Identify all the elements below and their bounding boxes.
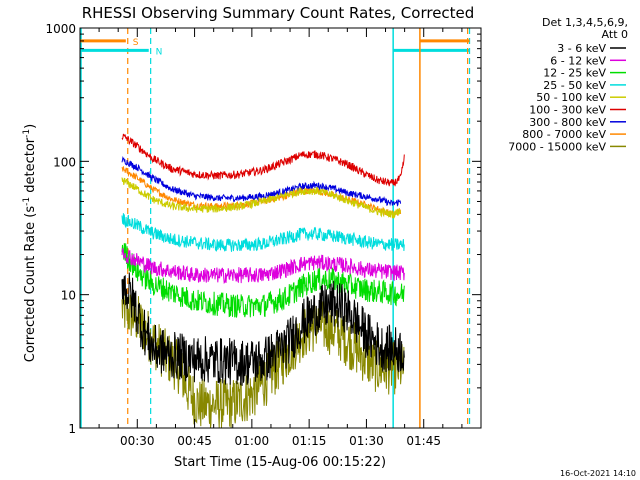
legend-entry-label: 100 - 300 keV bbox=[529, 104, 606, 117]
x-tick-label: 01:15 bbox=[292, 434, 327, 448]
footer-timestamp: 16-Oct-2021 14:10 bbox=[560, 469, 636, 478]
x-tick-label: 01:30 bbox=[349, 434, 384, 448]
series-line bbox=[121, 133, 405, 187]
series-line bbox=[121, 272, 405, 386]
plot-area: SN bbox=[80, 28, 471, 428]
series-line bbox=[121, 243, 405, 318]
legend-header: Det 1,3,4,5,6,9, bbox=[542, 16, 628, 29]
x-tick-label: 01:45 bbox=[406, 434, 441, 448]
legend-entry-label: 7000 - 15000 keV bbox=[508, 140, 606, 153]
x-tick-label: 01:00 bbox=[235, 434, 270, 448]
y-tick-label: 1000 bbox=[45, 22, 76, 36]
marker-label: S bbox=[133, 38, 139, 48]
y-tick-label: 1 bbox=[68, 422, 76, 436]
y-axis-label: Corrected Count Rate (s-1 detector-1) bbox=[22, 124, 38, 362]
x-tick-label: 00:45 bbox=[177, 434, 212, 448]
legend-entry-label: 800 - 7000 keV bbox=[522, 128, 606, 141]
legend-entry-label: 300 - 800 keV bbox=[529, 116, 606, 129]
chart-title: RHESSI Observing Summary Count Rates, Co… bbox=[82, 4, 475, 22]
y-tick-label: 100 bbox=[53, 155, 76, 169]
marker-label: N bbox=[156, 47, 163, 57]
legend-header: Att 0 bbox=[602, 28, 628, 41]
legend-entry-label: 3 - 6 keV bbox=[557, 42, 606, 55]
series-line bbox=[121, 213, 405, 252]
legend-entry-label: 12 - 25 keV bbox=[543, 67, 606, 80]
series-line bbox=[121, 247, 405, 285]
series-line bbox=[121, 177, 402, 219]
x-axis-label: Start Time (15-Aug-06 00:15:22) bbox=[174, 455, 386, 470]
axes: 1 10 100 1000 00:30 00:45 01:00 01:15 01:30 01:45 bbox=[45, 22, 482, 448]
plot-frame bbox=[79, 27, 482, 429]
legend-entry-label: 25 - 50 keV bbox=[543, 79, 606, 92]
legend-entry-label: 6 - 12 keV bbox=[550, 54, 606, 67]
y-tick-label: 10 bbox=[61, 289, 76, 303]
legend-entry-label: 50 - 100 keV bbox=[536, 91, 606, 104]
x-tick-label: 00:30 bbox=[120, 434, 155, 448]
